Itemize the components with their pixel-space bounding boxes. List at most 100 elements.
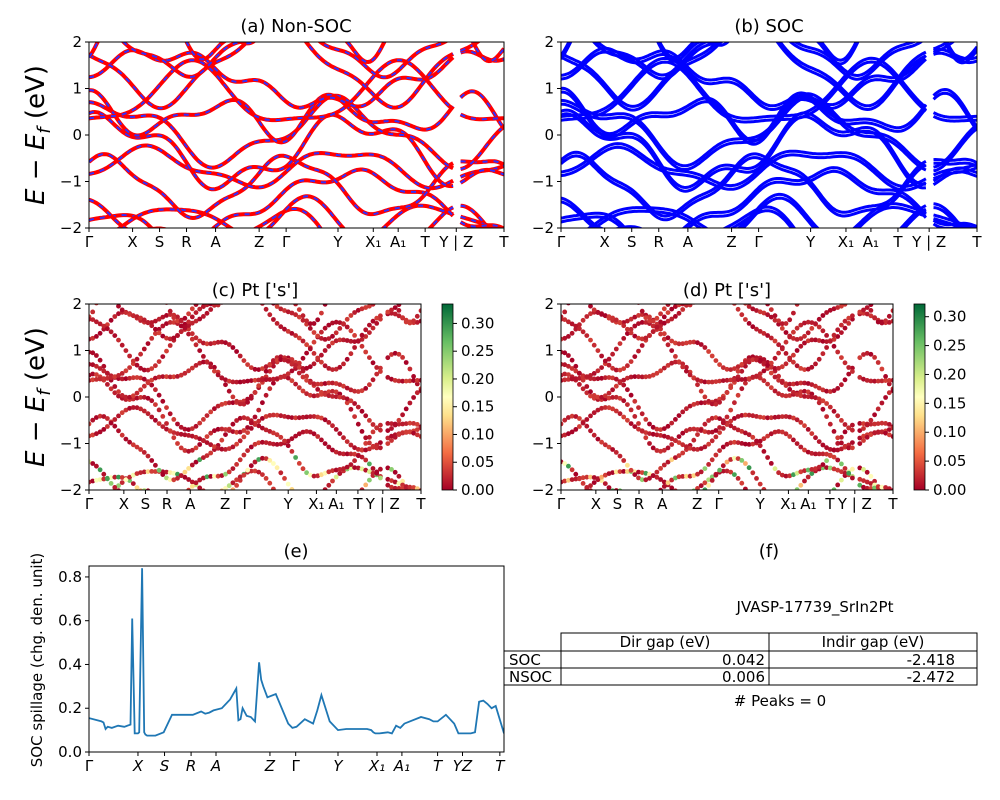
- projected-band-point: [230, 379, 236, 385]
- projected-band-point: [175, 421, 180, 427]
- projected-band-point: [374, 371, 380, 377]
- projected-band-point: [820, 406, 826, 412]
- projected-band-point: [820, 462, 826, 467]
- projected-band-point: [827, 447, 833, 452]
- projected-band-point: [182, 448, 188, 453]
- projected-band-point: [580, 329, 586, 335]
- projected-band-point: [610, 395, 615, 400]
- projected-band-point: [204, 413, 210, 418]
- projected-band-point: [112, 333, 118, 338]
- projected-band-point: [621, 382, 627, 388]
- projected-band-point: [625, 387, 630, 393]
- projected-band-point: [330, 394, 335, 399]
- projected-band-point: [326, 393, 332, 399]
- x-tick-label: X: [591, 495, 601, 513]
- projected-band-point: [754, 357, 759, 363]
- projected-band-point: [312, 521, 317, 526]
- projected-band-point: [661, 314, 667, 320]
- projected-band-point: [846, 321, 852, 326]
- projected-band-point: [407, 429, 413, 435]
- projected-band-point: [599, 353, 604, 359]
- projected-band-point: [178, 431, 184, 437]
- projected-band-point: [418, 434, 421, 439]
- projected-band-point: [831, 408, 837, 414]
- projected-band-point: [359, 447, 365, 453]
- projected-band-point: [186, 331, 192, 337]
- projected-band-point: [761, 360, 767, 366]
- projected-band-point: [761, 415, 767, 420]
- projected-band-point: [680, 307, 686, 312]
- projected-band-point: [695, 400, 700, 406]
- projected-band-point: [411, 430, 416, 436]
- projected-band-point: [820, 442, 826, 448]
- projected-band-point: [171, 477, 177, 483]
- projected-band-point: [87, 277, 92, 282]
- projected-band-point: [625, 318, 630, 324]
- projected-band-point: [658, 433, 663, 438]
- projected-band-point: [820, 451, 826, 457]
- projected-band-point: [105, 375, 110, 381]
- projected-band-point: [606, 405, 612, 411]
- projected-band-point: [816, 464, 822, 470]
- projected-band-point: [669, 348, 675, 353]
- projected-band-point: [639, 336, 645, 342]
- projected-band-point: [573, 284, 578, 289]
- projected-band-point: [794, 392, 800, 397]
- projected-band-point: [260, 455, 265, 461]
- projected-band-point: [326, 389, 332, 395]
- projected-band-point: [252, 459, 258, 465]
- soc-band-line: [561, 42, 977, 62]
- projected-band-point: [861, 307, 866, 313]
- projected-band-point: [805, 330, 811, 336]
- projected-band-point: [142, 271, 147, 276]
- projected-band-point: [230, 394, 236, 400]
- projected-band-point: [263, 377, 269, 383]
- x-tick-label: Y: [805, 233, 816, 251]
- projected-band-point: [695, 377, 700, 383]
- projected-band-point: [850, 365, 855, 371]
- colorbar-d: [913, 303, 926, 491]
- projected-band-point: [396, 473, 402, 479]
- projected-band-point: [713, 358, 719, 363]
- projected-band-point: [842, 470, 848, 476]
- projected-band-point: [248, 426, 254, 431]
- projected-band-point: [149, 336, 155, 341]
- projected-band-point: [613, 469, 619, 475]
- projected-band-point: [779, 414, 785, 419]
- projected-band-point: [414, 390, 420, 396]
- projected-band-point: [765, 312, 770, 318]
- projected-band-point: [569, 330, 575, 336]
- projected-band-point: [315, 519, 320, 524]
- projected-band-point: [189, 331, 195, 337]
- projected-band-point: [687, 445, 693, 451]
- projected-band-point: [293, 333, 298, 338]
- projected-band-point: [197, 316, 203, 322]
- projected-band-point: [713, 415, 719, 421]
- projected-band-point: [602, 405, 608, 410]
- projected-band-point: [846, 315, 852, 321]
- projected-band-point: [805, 366, 811, 372]
- projected-band-point: [573, 323, 579, 329]
- projected-band-point: [617, 367, 623, 373]
- projected-band-point: [326, 293, 331, 298]
- projected-band-point: [411, 378, 416, 383]
- nonsoc-band-dash: [89, 42, 504, 64]
- projected-band-point: [573, 414, 579, 419]
- projected-band-point: [765, 455, 770, 460]
- projected-band-point: [879, 366, 885, 372]
- projected-band-point: [116, 278, 121, 283]
- projected-band-point: [378, 466, 383, 472]
- projected-band-point: [315, 473, 321, 479]
- projected-band-point: [285, 443, 291, 449]
- projected-band-point: [98, 496, 103, 501]
- projected-band-point: [765, 433, 770, 439]
- projected-band-point: [636, 421, 641, 426]
- projected-band-point: [116, 483, 121, 489]
- projected-band-point: [167, 374, 173, 380]
- projected-band-point: [569, 413, 575, 419]
- projected-band-point: [322, 363, 328, 369]
- x-tick-label: X₁: [365, 233, 381, 251]
- projected-band-point: [831, 429, 837, 434]
- projected-band-point: [307, 392, 313, 398]
- projected-band-point: [754, 476, 759, 481]
